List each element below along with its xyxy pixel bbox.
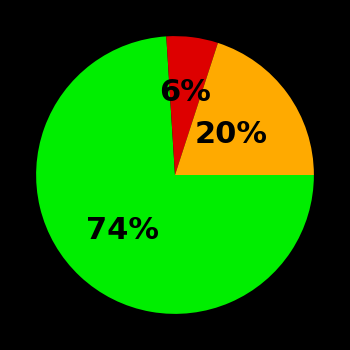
Wedge shape <box>175 43 314 175</box>
Wedge shape <box>166 36 218 175</box>
Wedge shape <box>36 36 314 314</box>
Text: 20%: 20% <box>195 120 268 149</box>
Text: 6%: 6% <box>160 78 211 107</box>
Text: 74%: 74% <box>86 216 159 245</box>
